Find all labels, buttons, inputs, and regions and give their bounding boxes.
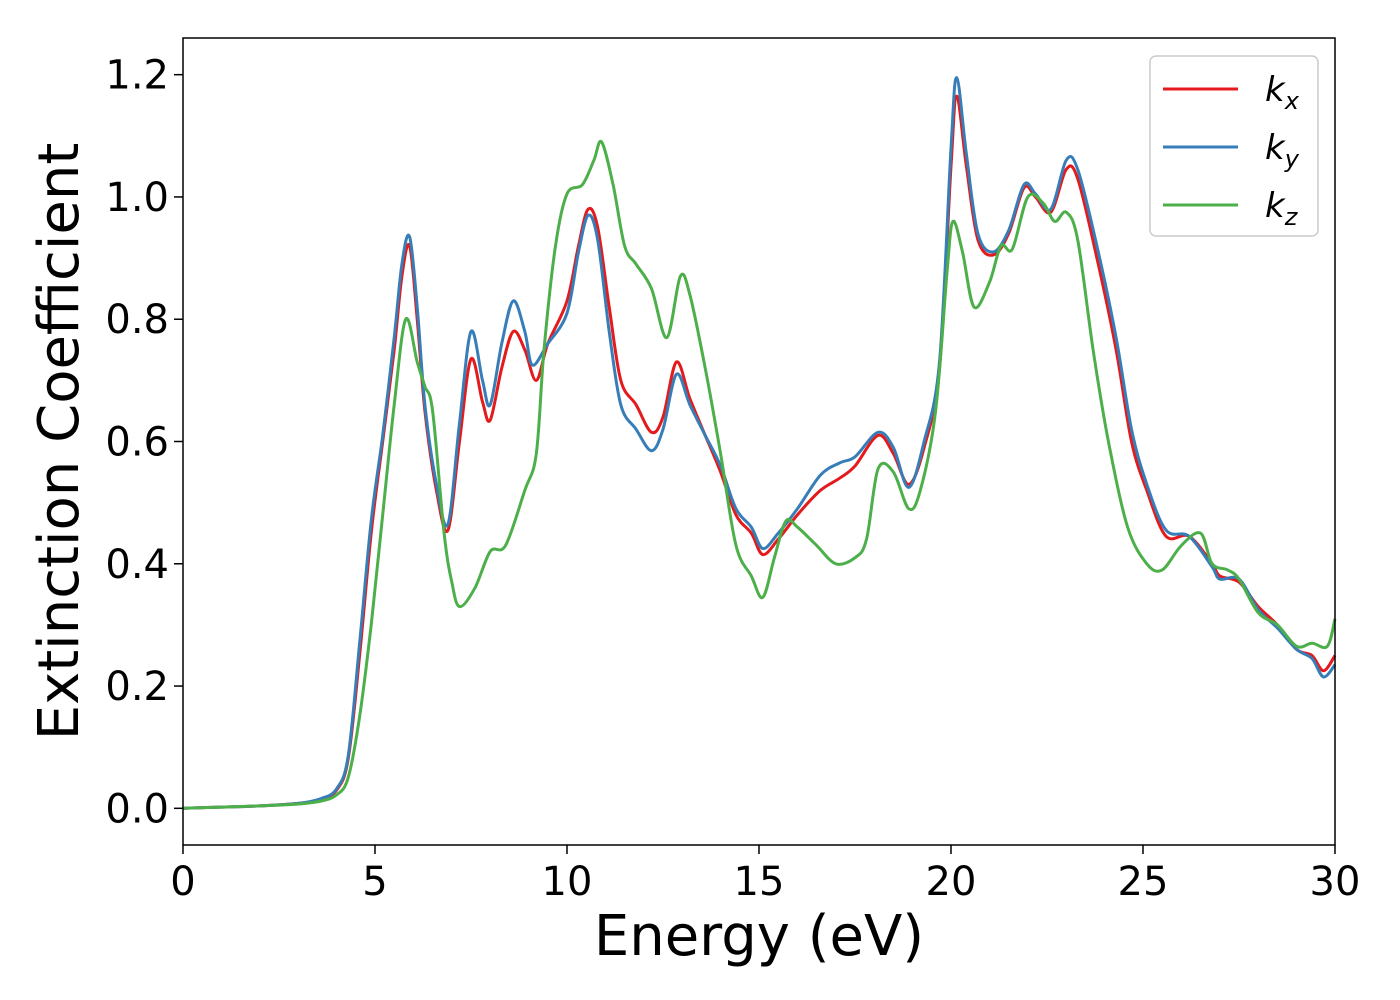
y-tick-label: 0.8 bbox=[105, 297, 169, 343]
y-tick-label: 0.6 bbox=[105, 420, 169, 466]
x-tick-label: 10 bbox=[542, 859, 593, 905]
x-axis-title: Energy (eV) bbox=[594, 904, 924, 969]
y-tick-label: 0.2 bbox=[105, 664, 169, 710]
y-axis: 0.0 0.2 0.4 0.6 0.8 1.0 1.2 bbox=[105, 53, 183, 832]
x-tick-label: 25 bbox=[1118, 859, 1169, 905]
x-tick-label: 15 bbox=[734, 859, 785, 905]
y-tick-label: 0.4 bbox=[105, 542, 169, 588]
series-layer bbox=[182, 76, 1337, 810]
series-line-kz bbox=[182, 139, 1337, 810]
y-tick-label: 0.0 bbox=[105, 786, 169, 832]
x-tick-label: 5 bbox=[362, 859, 387, 905]
x-tick-label: 30 bbox=[1310, 859, 1361, 905]
legend-label-ky: ky bbox=[1265, 128, 1300, 173]
x-tick-label: 20 bbox=[926, 859, 977, 905]
legend-label-kz: kz bbox=[1265, 186, 1299, 231]
x-axis: 0 5 10 15 20 25 30 bbox=[170, 845, 1360, 905]
legend-label-kx: kx bbox=[1265, 70, 1300, 115]
legend: kx ky kz bbox=[1149, 55, 1319, 237]
y-axis-title: Extinction Coefficient bbox=[27, 143, 92, 741]
y-tick-label: 1.0 bbox=[105, 175, 169, 221]
x-tick-label: 0 bbox=[170, 859, 195, 905]
y-tick-label: 1.2 bbox=[105, 53, 169, 99]
series-line-ky bbox=[182, 76, 1337, 810]
